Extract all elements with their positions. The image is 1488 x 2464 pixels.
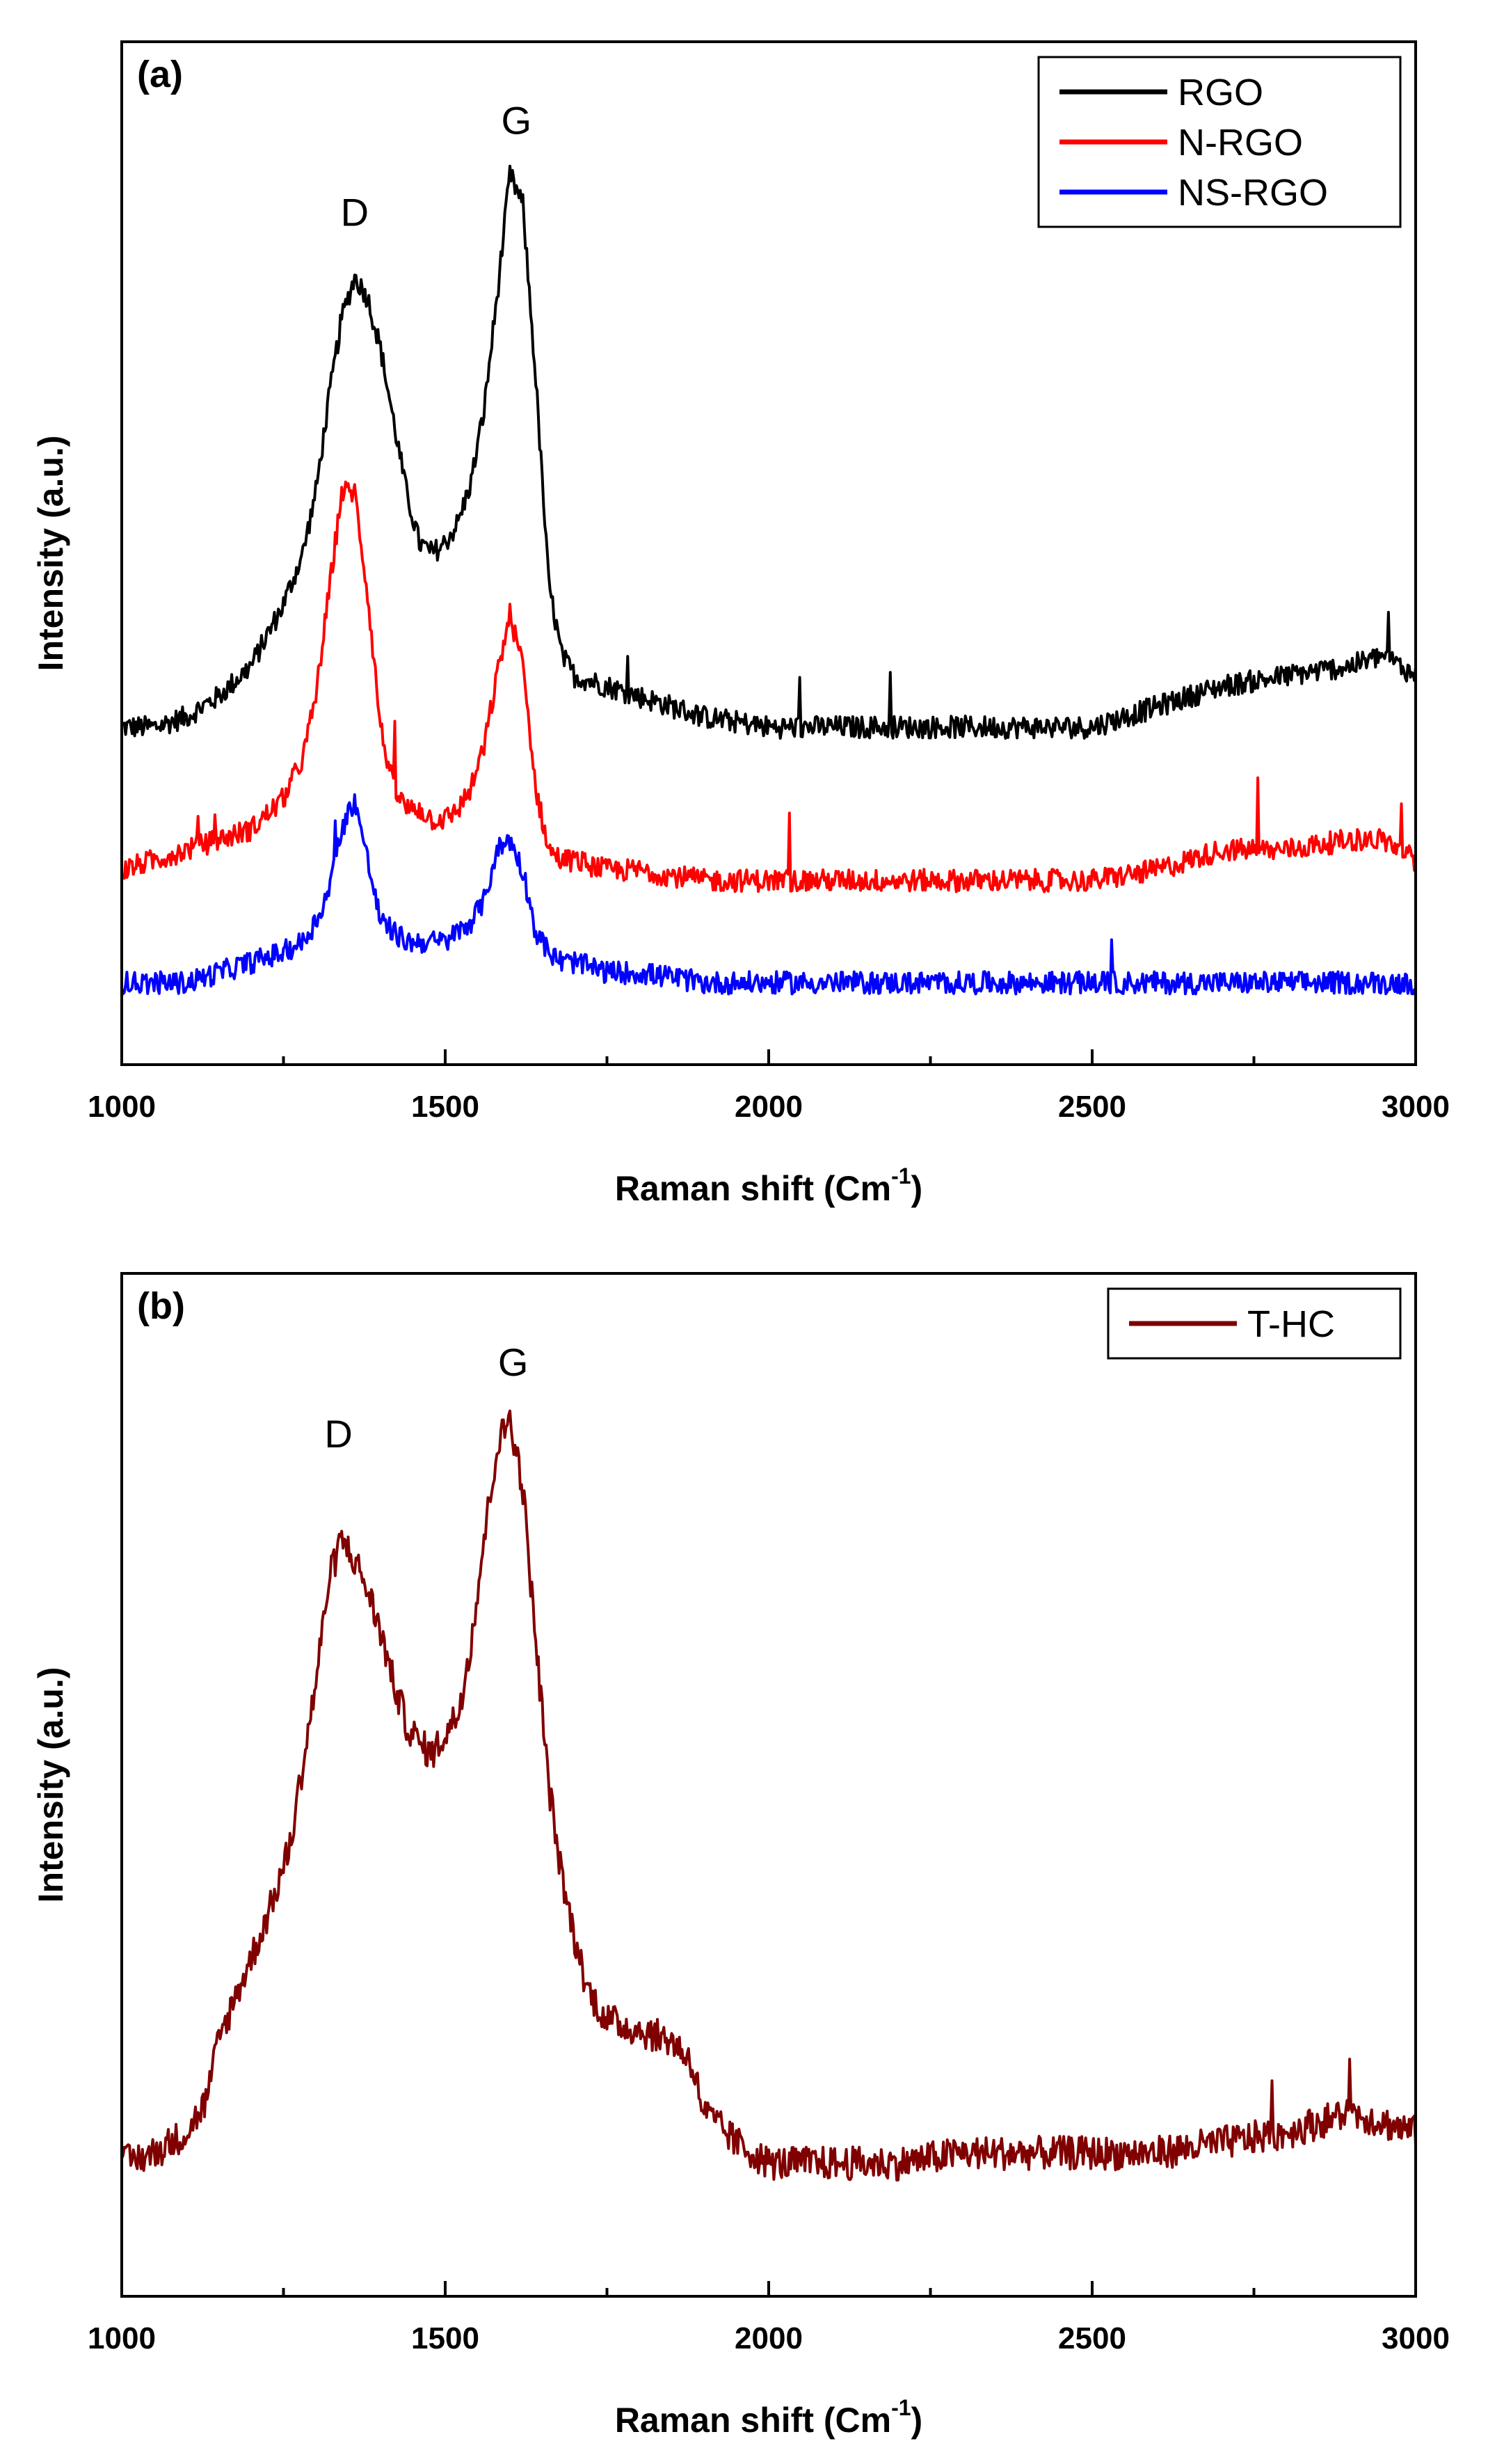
panel-b-peak-label-g: G: [498, 1340, 529, 1384]
panel-a-x-axis-title: Raman shift (Cm-1): [615, 1163, 922, 1208]
panel-b-x-tick-label: 1500: [411, 2321, 479, 2355]
panel-a-x-tick-label: 1000: [88, 1090, 156, 1124]
panel-a-peak-label-d: D: [341, 191, 369, 235]
panel-a-series-rgo: [122, 164, 1416, 740]
panel-a-y-axis-title: Intensity (a.u.): [31, 436, 70, 671]
panel-b-chart: 1000 1500 2000 2500 3000 Raman shift (Cm-1) In…: [31, 1272, 1450, 2440]
panel-b-x-tick-label: 2500: [1058, 2321, 1126, 2355]
panel-a-x-axis-title-close: ): [911, 1169, 923, 1208]
panel-b-x-tick-label: 3000: [1382, 2321, 1450, 2355]
panel-a-legend-label-rgo: RGO: [1178, 72, 1263, 113]
panel-a-x-tick-label: 2500: [1058, 1090, 1126, 1124]
panel-a-x-axis-title-main: Raman shift (Cm: [615, 1169, 891, 1208]
panel-a-x-axis-title-sup: -1: [891, 1163, 911, 1189]
panel-b-x-tick-label: 2000: [735, 2321, 803, 2355]
panel-b-x-axis-title: Raman shift (Cm-1): [615, 2395, 922, 2440]
panel-a-chart: 1000 1500 2000 2500 3000 Raman shift (Cm-1) In…: [31, 40, 1450, 1208]
panel-b-y-axis-title: Intensity (a.u.): [31, 1667, 70, 1903]
panel-b-series-t-hc: [122, 1409, 1416, 2181]
panel-a-legend: RGO N-RGO NS-RGO: [1037, 56, 1402, 228]
panel-a-x-tick-label: 1500: [411, 1090, 479, 1124]
panel-b-peak-label-d: D: [324, 1412, 352, 1456]
panel-a-series-n-rgo: [122, 480, 1416, 893]
panel-a-legend-label-n-rgo: N-RGO: [1178, 122, 1303, 164]
panel-a-legend-label-ns-rgo: NS-RGO: [1178, 172, 1328, 214]
panel-b-x-axis-title-main: Raman shift (Cm: [615, 2401, 891, 2440]
panel-b-x-axis-title-close: ): [911, 2401, 923, 2440]
panel-b-panel-label: (b): [137, 1285, 185, 1327]
panel-a-x-tick-label: 2000: [735, 1090, 803, 1124]
panel-a-peak-label-g: G: [502, 98, 532, 142]
panel-a-x-tick-label: 3000: [1382, 1090, 1450, 1124]
panel-b-x-axis-title-sup: -1: [891, 2395, 911, 2420]
panel-b-legend: T-HC: [1107, 1287, 1402, 1360]
panel-b-x-tick-label: 1000: [88, 2321, 156, 2355]
panel-a-panel-label: (a): [137, 54, 183, 95]
panel-a-series-ns-rgo: [122, 793, 1416, 996]
panel-b-legend-label-t-hc: T-HC: [1247, 1303, 1335, 1345]
